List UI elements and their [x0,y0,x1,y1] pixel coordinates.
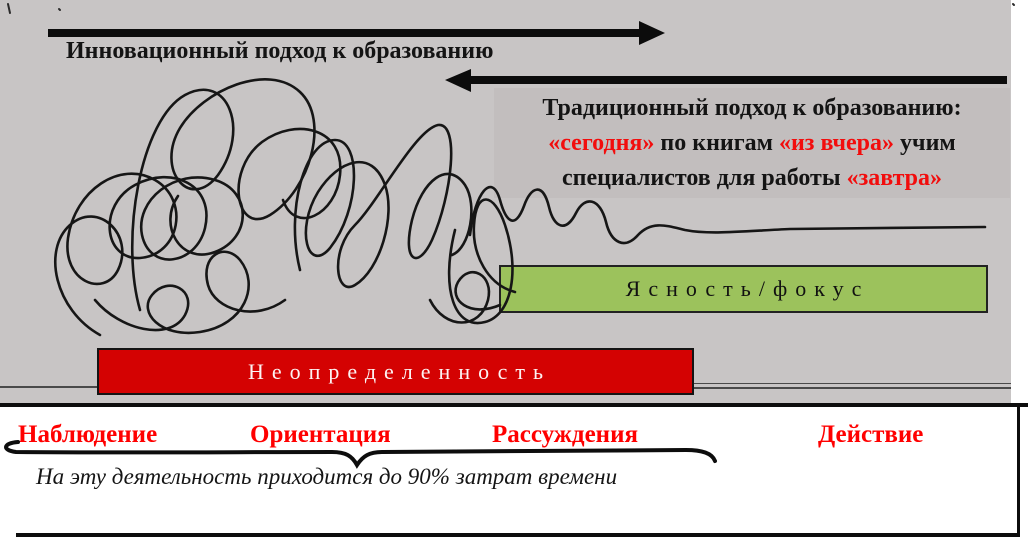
uncertainty-label: Неопределенность [247,358,552,384]
ooda-reason-label: Рассуждения [492,421,639,448]
traditional-line-3: специалистов для работы «завтра» [561,165,943,191]
time-cost-footnote: На эту деятельность приходится до 90% за… [36,464,618,489]
right-horizon-line-upper [694,383,1011,384]
ooda-observe-label: Наблюдение [18,421,158,448]
left-horizon-line [0,386,97,388]
traditional-approach-box: Традиционный подход к образованию: «сего… [494,88,1010,198]
clarity-focus-box: Ясность/фокус [499,265,988,313]
innovative-approach-label: Инновационный подход к образованию [66,38,494,64]
uncertainty-box: Неопределенность [97,348,694,395]
panel-right-border [1017,403,1020,536]
traditional-line-2: «сегодня» по книгам «из вчера» учим [548,130,956,156]
panel-bottom-border [16,533,1020,537]
ooda-act-label: Действие [818,421,924,448]
panel-top-border [0,403,1028,407]
traditional-line-1: Традиционный подход к образованию: [542,95,962,121]
right-horizon-line-lower [694,387,1011,389]
ooda-orient-label: Ориентация [250,421,391,448]
clarity-focus-label: Ясность/фокус [625,276,870,301]
